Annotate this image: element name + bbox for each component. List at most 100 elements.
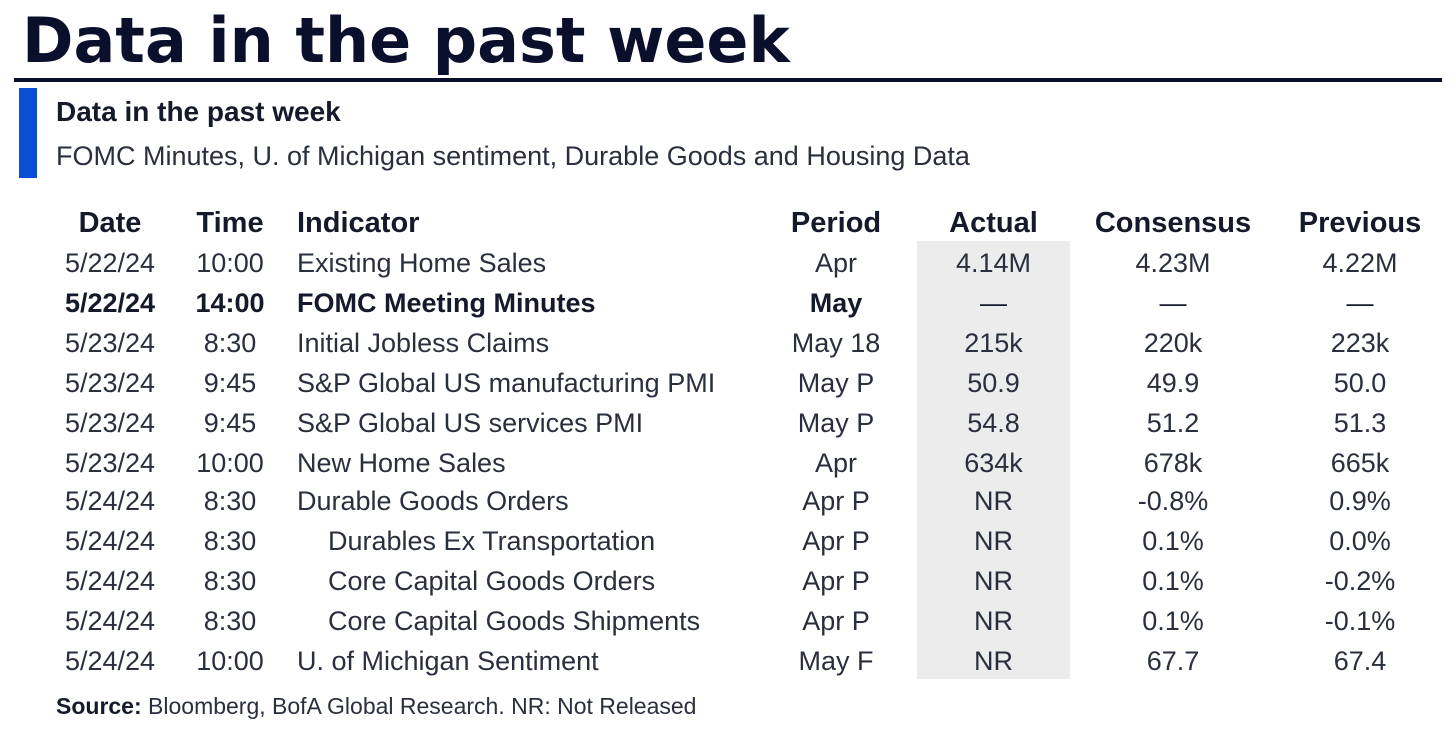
source-label: Source: xyxy=(56,693,142,719)
period-cell: May P xyxy=(797,408,875,438)
actual-cell: 215k xyxy=(964,328,1023,358)
actual-cell: NR xyxy=(974,526,1013,556)
column-header-actual: Actual xyxy=(949,207,1038,239)
period-cell: Apr xyxy=(814,248,858,278)
previous-cell: -0.2% xyxy=(1324,566,1396,596)
period-cell: May F xyxy=(798,646,874,676)
table-row: 5/23/24 9:45 S&P Global US services PMI … xyxy=(0,403,1456,443)
indicator-cell: Existing Home Sales xyxy=(297,248,547,278)
table-row: 5/24/24 8:30 Core Capital Goods Orders A… xyxy=(0,561,1456,601)
previous-cell: 665k xyxy=(1330,448,1390,478)
consensus-cell: 51.2 xyxy=(1146,408,1200,438)
date-cell: 5/24/24 xyxy=(64,646,156,676)
table-row: 5/24/24 8:30 Durables Ex Transportation … xyxy=(0,521,1456,561)
indicator-cell: Core Capital Goods Orders xyxy=(328,566,656,596)
consensus-cell: 220k xyxy=(1143,328,1203,358)
period-cell: Apr P xyxy=(802,606,870,636)
table-row: 5/22/24 14:00 FOMC Meeting Minutes May —… xyxy=(0,283,1456,323)
column-header-period: Period xyxy=(790,207,882,239)
actual-cell: 54.8 xyxy=(967,408,1020,438)
source-note: Source: Bloomberg, BofA Global Research.… xyxy=(56,693,696,720)
table-row: 5/23/24 9:45 S&P Global US manufacturing… xyxy=(0,363,1456,403)
previous-cell: 0.9% xyxy=(1329,486,1391,516)
previous-cell: 223k xyxy=(1330,328,1390,358)
date-cell: 5/22/24 xyxy=(64,288,156,318)
period-cell: May xyxy=(809,288,863,318)
accent-bar xyxy=(19,88,37,178)
indicator-cell: Durable Goods Orders xyxy=(297,486,569,516)
previous-cell: 4.22M xyxy=(1322,248,1398,278)
time-cell: 10:00 xyxy=(196,248,264,278)
time-cell: 9:45 xyxy=(203,408,257,438)
indicator-cell: FOMC Meeting Minutes xyxy=(297,288,596,318)
time-cell: 9:45 xyxy=(203,368,257,398)
previous-cell: 51.3 xyxy=(1333,408,1387,438)
indicator-cell: Initial Jobless Claims xyxy=(297,328,550,358)
previous-cell: 50.0 xyxy=(1333,368,1387,398)
time-cell: 10:00 xyxy=(196,448,264,478)
actual-cell: NR xyxy=(974,606,1013,636)
consensus-cell: 678k xyxy=(1143,448,1203,478)
date-cell: 5/23/24 xyxy=(64,448,156,478)
indicator-cell: New Home Sales xyxy=(297,448,506,478)
table-row: 5/23/24 8:30 Initial Jobless Claims May … xyxy=(0,323,1456,363)
actual-cell: NR xyxy=(974,646,1013,676)
consensus-cell: 49.9 xyxy=(1146,368,1200,398)
time-cell: 14:00 xyxy=(195,288,265,318)
actual-cell: 4.14M xyxy=(955,248,1032,278)
previous-cell: — xyxy=(1346,288,1374,318)
actual-cell: 634k xyxy=(964,448,1023,478)
table-row: 5/23/24 10:00 New Home Sales Apr 634k 67… xyxy=(0,443,1456,483)
column-header-date: Date xyxy=(78,207,142,239)
date-cell: 5/23/24 xyxy=(64,368,156,398)
actual-cell: NR xyxy=(974,486,1013,516)
column-header-previous: Previous xyxy=(1298,207,1422,239)
time-cell: 8:30 xyxy=(203,328,257,358)
time-cell: 8:30 xyxy=(203,566,257,596)
consensus-cell: -0.8% xyxy=(1137,486,1209,516)
table-row: 5/22/24 10:00 Existing Home Sales Apr 4.… xyxy=(0,243,1456,283)
period-cell: Apr xyxy=(814,448,858,478)
actual-cell: — xyxy=(980,288,1007,318)
time-cell: 8:30 xyxy=(203,606,257,636)
time-cell: 8:30 xyxy=(203,486,257,516)
consensus-cell: — xyxy=(1159,288,1187,318)
consensus-cell: 4.23M xyxy=(1135,248,1211,278)
period-cell: Apr P xyxy=(802,486,870,516)
date-cell: 5/24/24 xyxy=(64,526,156,556)
date-cell: 5/24/24 xyxy=(64,486,156,516)
previous-cell: -0.1% xyxy=(1324,606,1396,636)
title-divider xyxy=(14,78,1442,82)
previous-cell: 0.0% xyxy=(1329,526,1391,556)
actual-cell: 50.9 xyxy=(967,368,1020,398)
time-cell: 8:30 xyxy=(203,526,257,556)
actual-column-highlight xyxy=(917,241,1070,679)
table-row: 5/24/24 10:00 U. of Michigan Sentiment M… xyxy=(0,641,1456,681)
date-cell: 5/22/24 xyxy=(64,248,156,278)
period-cell: Apr P xyxy=(802,526,870,556)
consensus-cell: 67.7 xyxy=(1146,646,1200,676)
page-title: Data in the past week xyxy=(22,4,790,77)
column-header-time: Time xyxy=(196,207,264,239)
date-cell: 5/23/24 xyxy=(64,328,156,358)
actual-cell: NR xyxy=(974,566,1013,596)
date-cell: 5/23/24 xyxy=(64,408,156,438)
table-row: 5/24/24 8:30 Core Capital Goods Shipment… xyxy=(0,601,1456,641)
time-cell: 10:00 xyxy=(196,646,264,676)
period-cell: Apr P xyxy=(802,566,870,596)
period-cell: May P xyxy=(797,368,875,398)
source-text: Bloomberg, BofA Global Research. NR: Not… xyxy=(141,693,697,719)
previous-cell: 67.4 xyxy=(1333,646,1387,676)
indicator-cell: Core Capital Goods Shipments xyxy=(328,606,701,636)
section-description: FOMC Minutes, U. of Michigan sentiment, … xyxy=(56,141,970,171)
date-cell: 5/24/24 xyxy=(64,606,156,636)
consensus-cell: 0.1% xyxy=(1142,606,1204,636)
table-row: 5/24/24 8:30 Durable Goods Orders Apr P … xyxy=(0,481,1456,521)
indicator-cell: U. of Michigan Sentiment xyxy=(297,646,599,676)
consensus-cell: 0.1% xyxy=(1142,566,1204,596)
section-title: Data in the past week xyxy=(56,96,341,127)
consensus-cell: 0.1% xyxy=(1142,526,1204,556)
indicator-cell: Durables Ex Transportation xyxy=(328,526,656,556)
date-cell: 5/24/24 xyxy=(64,566,156,596)
indicator-cell: S&P Global US manufacturing PMI xyxy=(297,368,716,398)
